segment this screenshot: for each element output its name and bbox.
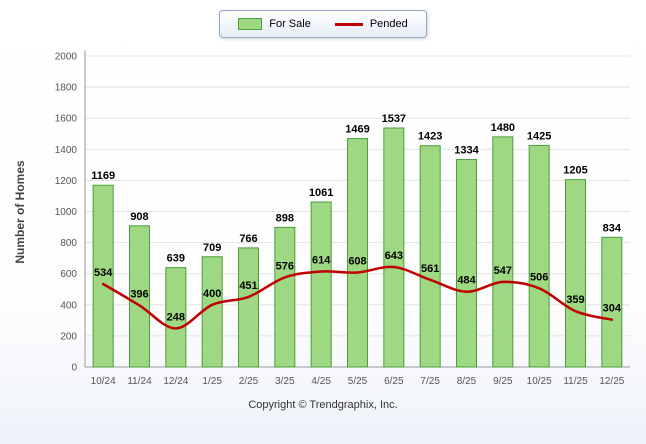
for-sale-value-label: 1169 bbox=[91, 170, 115, 182]
for-sale-value-label: 908 bbox=[130, 211, 148, 223]
x-tick-label: 8/25 bbox=[457, 376, 477, 387]
for-sale-value-label: 1334 bbox=[454, 145, 479, 157]
for-sale-bar bbox=[129, 225, 150, 368]
pended-value-label: 304 bbox=[603, 303, 622, 315]
y-tick-label: 1600 bbox=[55, 114, 78, 125]
x-tick-label: 10/25 bbox=[527, 376, 552, 387]
for-sale-value-label: 1425 bbox=[527, 130, 551, 142]
for-sale-value-label: 1205 bbox=[563, 165, 587, 177]
y-tick-label: 2000 bbox=[55, 52, 78, 63]
x-tick-label: 1/25 bbox=[202, 376, 222, 387]
pended-value-label: 396 bbox=[130, 288, 148, 300]
chart: Number of Homes 0 200 400 600 800 1000 1200 140… bbox=[13, 50, 630, 387]
pended-value-label: 643 bbox=[385, 250, 403, 262]
x-tick-label: 3/25 bbox=[275, 376, 295, 387]
y-tick-label: 800 bbox=[60, 238, 77, 249]
y-tick-label: 1400 bbox=[55, 145, 78, 156]
y-axis-title: Number of Homes bbox=[13, 160, 27, 264]
y-tick-label: 0 bbox=[71, 363, 77, 374]
for-sale-bar bbox=[456, 159, 477, 368]
y-tick-label: 1200 bbox=[55, 176, 78, 187]
for-sale-bar bbox=[165, 267, 187, 368]
for-sale-bar bbox=[347, 138, 368, 368]
x-tick-label: 12/25 bbox=[599, 376, 624, 387]
pended-value-label: 534 bbox=[94, 267, 113, 279]
pended-value-label: 400 bbox=[203, 288, 221, 300]
x-tick-label: 5/25 bbox=[348, 376, 368, 387]
for-sale-value-label: 1423 bbox=[418, 131, 442, 143]
for-sale-bar bbox=[310, 201, 332, 368]
for-sale-bar bbox=[419, 145, 441, 368]
for-sale-bar bbox=[238, 247, 259, 368]
pended-line-icon bbox=[334, 22, 363, 26]
y-tick-label: 600 bbox=[60, 269, 77, 280]
legend-item-for-sale: For Sale bbox=[238, 18, 311, 30]
pended-value-label: 484 bbox=[457, 275, 476, 287]
copyright-text: Copyright © Trendgraphix, Inc. bbox=[248, 399, 398, 411]
x-tick-label: 11/24 bbox=[127, 376, 152, 387]
for-sale-bar bbox=[565, 179, 586, 368]
x-tick-label: 6/25 bbox=[384, 376, 404, 387]
for-sale-value-label: 766 bbox=[239, 233, 257, 245]
for-sale-value-label: 709 bbox=[203, 242, 221, 254]
x-tick-label: 10/24 bbox=[91, 376, 116, 387]
legend: For Sale Pended bbox=[219, 10, 427, 38]
legend-label-for-sale: For Sale bbox=[269, 18, 311, 30]
x-tick-label: 11/25 bbox=[563, 376, 588, 387]
pended-value-label: 506 bbox=[530, 271, 548, 283]
for-sale-bar bbox=[201, 256, 223, 368]
for-sale-value-label: 1480 bbox=[491, 122, 515, 134]
for-sale-bar bbox=[383, 127, 405, 368]
for-sale-value-label: 639 bbox=[167, 253, 185, 265]
for-sale-value-label: 1061 bbox=[309, 187, 333, 199]
pended-value-label: 608 bbox=[348, 255, 366, 267]
for-sale-value-label: 1469 bbox=[345, 124, 369, 136]
y-tick-label: 1800 bbox=[55, 83, 78, 94]
for-sale-bar bbox=[528, 144, 550, 368]
pended-line bbox=[101, 265, 614, 330]
pended-value-label: 359 bbox=[566, 294, 584, 306]
for-sale-swatch-icon bbox=[238, 18, 263, 30]
pended-value-label: 576 bbox=[276, 260, 294, 272]
pended-value-label: 561 bbox=[421, 263, 439, 275]
pended-value-label: 451 bbox=[239, 280, 257, 292]
for-sale-bar bbox=[601, 236, 623, 368]
for-sale-value-label: 898 bbox=[276, 212, 294, 224]
x-tick-label: 4/25 bbox=[311, 376, 331, 387]
legend-label-pended: Pended bbox=[369, 18, 408, 30]
y-tick-label: 200 bbox=[60, 331, 77, 342]
for-sale-bar bbox=[92, 184, 114, 368]
x-tick-label: 9/25 bbox=[493, 376, 513, 387]
pended-value-label: 614 bbox=[312, 255, 331, 267]
y-tick-label: 400 bbox=[60, 300, 77, 311]
for-sale-bar bbox=[274, 226, 296, 368]
for-sale-value-label: 1537 bbox=[382, 113, 406, 125]
legend-item-pended: Pended bbox=[334, 18, 408, 30]
x-tick-label: 12/24 bbox=[163, 376, 188, 387]
y-tick-label: 1000 bbox=[55, 207, 78, 218]
for-sale-bar bbox=[492, 136, 514, 368]
x-tick-label: 2/25 bbox=[239, 376, 259, 387]
pended-value-label: 547 bbox=[494, 265, 512, 277]
for-sale-value-label: 834 bbox=[603, 222, 622, 234]
pended-value-label: 248 bbox=[167, 311, 185, 323]
x-tick-label: 7/25 bbox=[420, 376, 440, 387]
